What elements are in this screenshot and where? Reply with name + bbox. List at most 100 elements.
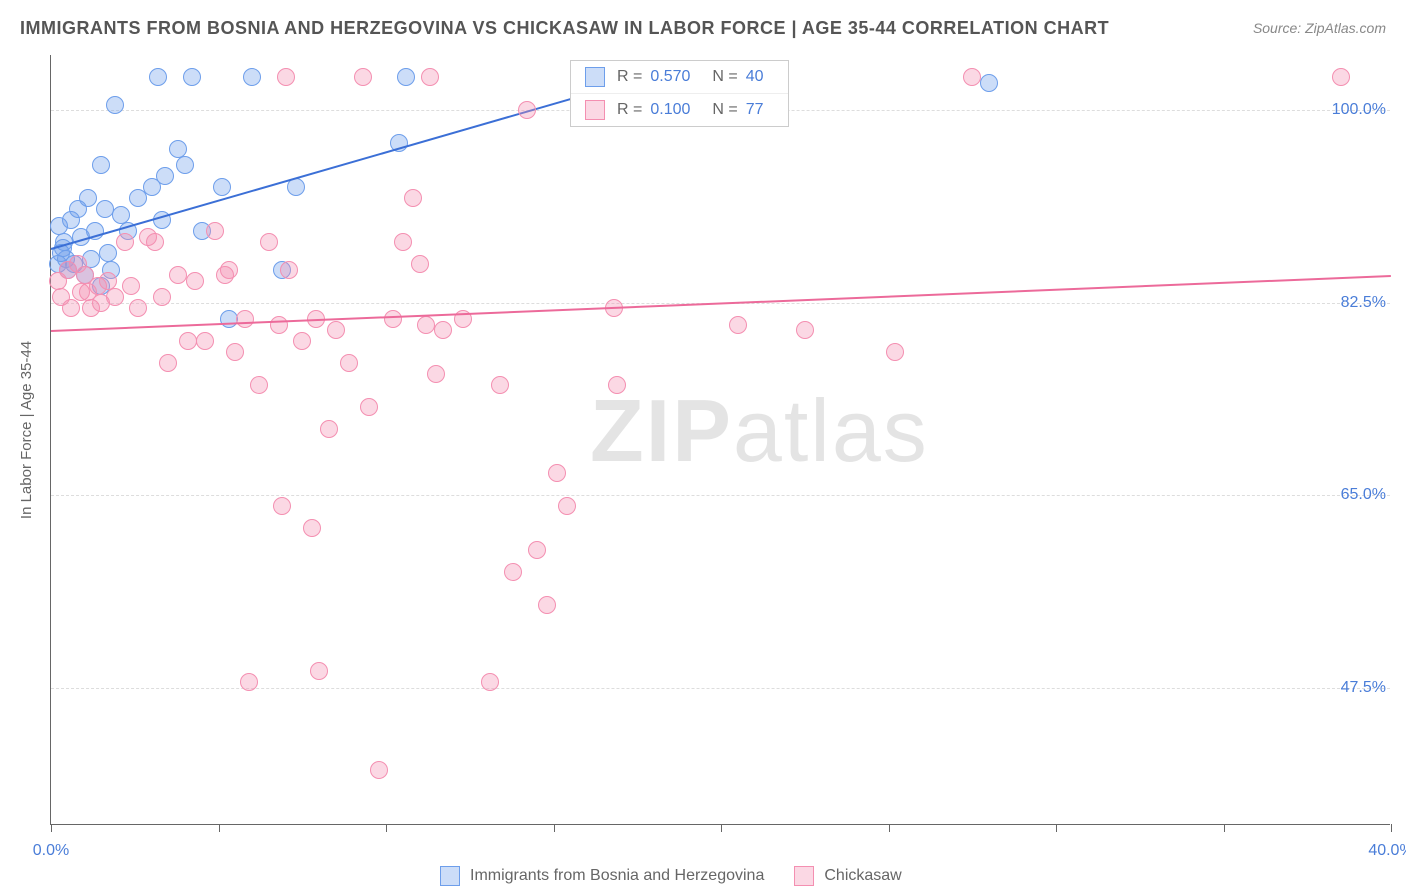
point-chickasaw	[153, 288, 171, 306]
point-chickasaw	[196, 332, 214, 350]
grid-line	[51, 495, 1390, 496]
point-bosnia	[169, 140, 187, 158]
point-chickasaw	[240, 673, 258, 691]
point-chickasaw	[106, 288, 124, 306]
point-chickasaw	[293, 332, 311, 350]
n-label: N =	[712, 101, 737, 119]
y-tick-label: 47.5%	[1341, 679, 1392, 697]
legend-row: R =0.570N =40	[571, 61, 788, 94]
point-chickasaw	[62, 299, 80, 317]
y-tick-label: 65.0%	[1341, 486, 1392, 504]
point-chickasaw	[179, 332, 197, 350]
point-chickasaw	[122, 277, 140, 295]
point-chickasaw	[270, 316, 288, 334]
point-bosnia	[980, 74, 998, 92]
point-chickasaw	[729, 316, 747, 334]
point-chickasaw	[129, 299, 147, 317]
point-chickasaw	[886, 343, 904, 361]
x-tick	[219, 824, 220, 832]
point-chickasaw	[518, 101, 536, 119]
point-chickasaw	[116, 233, 134, 251]
point-bosnia	[99, 244, 117, 262]
x-tick	[889, 824, 890, 832]
x-tick	[1056, 824, 1057, 832]
point-chickasaw	[384, 310, 402, 328]
x-tick	[721, 824, 722, 832]
point-chickasaw	[558, 497, 576, 515]
point-chickasaw	[538, 596, 556, 614]
point-chickasaw	[146, 233, 164, 251]
y-tick-label: 82.5%	[1341, 294, 1392, 312]
legend-swatch	[585, 67, 605, 87]
x-tick	[1224, 824, 1225, 832]
point-chickasaw	[796, 321, 814, 339]
series-legend: Immigrants from Bosnia and Herzegovina Ch…	[440, 866, 902, 886]
point-chickasaw	[963, 68, 981, 86]
point-chickasaw	[320, 420, 338, 438]
point-bosnia	[220, 310, 238, 328]
point-chickasaw	[354, 68, 372, 86]
point-chickasaw	[220, 261, 238, 279]
r-value: 0.570	[650, 68, 690, 86]
point-chickasaw	[360, 398, 378, 416]
point-bosnia	[96, 200, 114, 218]
point-chickasaw	[1332, 68, 1350, 86]
legend-item: Immigrants from Bosnia and Herzegovina	[440, 866, 764, 886]
point-chickasaw	[206, 222, 224, 240]
point-chickasaw	[169, 266, 187, 284]
r-label: R =	[617, 68, 642, 86]
point-chickasaw	[327, 321, 345, 339]
source-attribution: Source: ZipAtlas.com	[1253, 20, 1386, 36]
legend-row: R =0.100N =77	[571, 94, 788, 126]
point-chickasaw	[370, 761, 388, 779]
point-chickasaw	[608, 376, 626, 394]
point-bosnia	[79, 189, 97, 207]
x-tick-label: 40.0%	[1368, 842, 1406, 860]
chart-title: IMMIGRANTS FROM BOSNIA AND HERZEGOVINA V…	[20, 18, 1109, 39]
point-bosnia	[112, 206, 130, 224]
y-axis-label: In Labor Force | Age 35-44	[18, 341, 35, 519]
x-tick	[51, 824, 52, 832]
point-chickasaw	[99, 272, 117, 290]
legend-item: Chickasaw	[794, 866, 901, 886]
n-value: 77	[746, 101, 764, 119]
plot-area: 47.5%65.0%82.5%100.0%0.0%40.0%	[50, 55, 1390, 825]
point-bosnia	[213, 178, 231, 196]
legend-label: Chickasaw	[824, 867, 901, 885]
point-chickasaw	[528, 541, 546, 559]
legend-swatch	[794, 866, 814, 886]
point-chickasaw	[394, 233, 412, 251]
y-tick-label: 100.0%	[1332, 101, 1392, 119]
point-chickasaw	[186, 272, 204, 290]
point-bosnia	[176, 156, 194, 174]
x-tick	[554, 824, 555, 832]
x-tick	[1391, 824, 1392, 832]
point-chickasaw	[310, 662, 328, 680]
point-chickasaw	[548, 464, 566, 482]
legend-label: Immigrants from Bosnia and Herzegovina	[470, 867, 764, 885]
point-chickasaw	[277, 68, 295, 86]
point-bosnia	[397, 68, 415, 86]
trend-line-chickasaw	[51, 275, 1391, 332]
point-chickasaw	[250, 376, 268, 394]
point-bosnia	[92, 156, 110, 174]
point-bosnia	[243, 68, 261, 86]
point-bosnia	[156, 167, 174, 185]
n-value: 40	[746, 68, 764, 86]
point-bosnia	[149, 68, 167, 86]
point-chickasaw	[411, 255, 429, 273]
point-chickasaw	[159, 354, 177, 372]
point-chickasaw	[427, 365, 445, 383]
correlation-legend: R =0.570N =40R =0.100N =77	[570, 60, 789, 127]
point-chickasaw	[236, 310, 254, 328]
point-chickasaw	[417, 316, 435, 334]
x-tick-label: 0.0%	[33, 842, 69, 860]
point-bosnia	[183, 68, 201, 86]
point-bosnia	[106, 96, 124, 114]
point-chickasaw	[421, 68, 439, 86]
point-chickasaw	[303, 519, 321, 537]
point-chickasaw	[404, 189, 422, 207]
point-chickasaw	[491, 376, 509, 394]
point-chickasaw	[273, 497, 291, 515]
point-chickasaw	[504, 563, 522, 581]
